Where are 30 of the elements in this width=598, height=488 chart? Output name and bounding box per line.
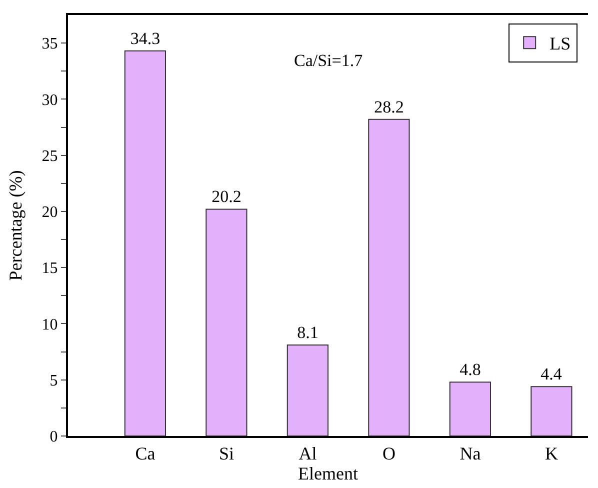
data-label: 34.3 — [130, 28, 160, 48]
legend-label: LS — [550, 34, 571, 54]
bar — [206, 208, 248, 436]
x-tick-label: Na — [460, 444, 481, 464]
bar — [286, 344, 328, 436]
y-tick-label: 25 — [42, 148, 58, 165]
y-tick-label: 30 — [42, 92, 58, 109]
x-tick-label: Si — [218, 444, 234, 464]
data-label: 4.8 — [460, 360, 481, 380]
data-label: 20.2 — [212, 187, 242, 206]
y-tick-label: 5 — [50, 372, 58, 390]
bar — [449, 382, 491, 436]
data-label: 28.2 — [374, 97, 404, 116]
bar — [530, 386, 572, 436]
y-axis-title: Percentage (%) — [6, 170, 26, 281]
bar — [124, 50, 166, 436]
y-tick-label: 35 — [42, 36, 58, 53]
y-tick-label: 0 — [50, 428, 58, 446]
x-tick-label: O — [382, 444, 396, 464]
y-tick-label: 20 — [42, 204, 58, 222]
y-tick-label: 15 — [42, 260, 58, 278]
y-tick-label: 10 — [42, 316, 58, 334]
x-tick-label: K — [544, 444, 558, 464]
x-axis-title: Element — [298, 464, 358, 484]
data-label: 8.1 — [297, 323, 318, 342]
data-label: 4.4 — [540, 364, 562, 384]
annotation: Ca/Si=1.7 — [294, 51, 364, 70]
x-tick-label: Ca — [135, 444, 156, 464]
bar — [368, 118, 410, 436]
x-tick-label: Al — [298, 444, 317, 464]
